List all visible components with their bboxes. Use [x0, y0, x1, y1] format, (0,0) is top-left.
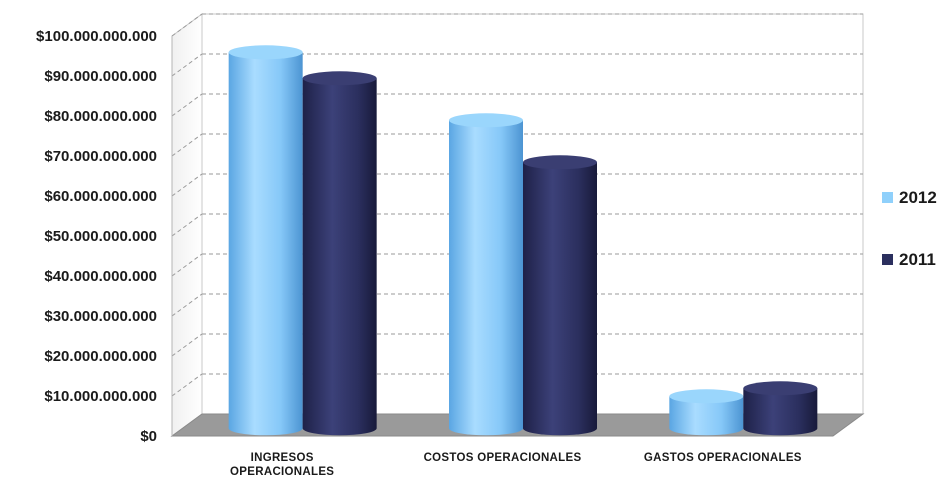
gridline-side	[171, 253, 203, 277]
x-category-label: INGRESOS	[251, 452, 314, 464]
bar-top	[228, 45, 303, 60]
y-tick-label: $80.000.000.000	[44, 108, 157, 125]
x-category-label: COSTOS OPERACIONALES	[424, 452, 582, 464]
gridline-side	[171, 213, 203, 237]
bar-top	[669, 389, 744, 404]
y-tick-label: $50.000.000.000	[44, 228, 157, 245]
gridline-side	[171, 373, 203, 397]
gridline-side	[171, 93, 203, 117]
y-tick-label: $100.000.000.000	[36, 28, 157, 45]
legend-label-2011: 2011	[899, 250, 936, 269]
legend-swatch-2012	[882, 192, 893, 203]
bar-body	[523, 162, 597, 436]
bar-2012	[669, 389, 744, 436]
legend-swatch-2011	[882, 254, 893, 265]
bar-2012	[228, 45, 303, 436]
bar-body	[743, 388, 818, 436]
y-tick-label: $30.000.000.000	[44, 308, 157, 325]
gridline-side	[171, 53, 203, 77]
bar-top	[743, 381, 818, 396]
y-tick-label: $20.000.000.000	[44, 348, 157, 365]
x-axis-labels: INGRESOS OPERACIONALES COSTOS OPERACIONALE…	[230, 452, 802, 478]
gridline-side	[171, 293, 203, 317]
legend-label-2012: 2012	[899, 188, 937, 207]
gridline-side	[171, 133, 203, 157]
gridline-side	[171, 13, 203, 37]
bar-top	[523, 155, 597, 170]
x-category-label: OPERACIONALES	[230, 466, 334, 478]
bar-2011	[743, 381, 818, 436]
bar-body	[228, 52, 303, 436]
side-wall	[171, 13, 203, 437]
bar-body	[302, 78, 377, 436]
bar-body	[669, 396, 744, 436]
bar-top	[449, 113, 523, 128]
y-tick-label: $60.000.000.000	[44, 188, 157, 205]
y-tick-label: $40.000.000.000	[44, 268, 157, 285]
gridline-side	[171, 333, 203, 357]
x-category-label: GASTOS OPERACIONALES	[644, 452, 802, 464]
bar-top	[302, 71, 377, 86]
bars	[228, 45, 818, 436]
bar-body	[449, 120, 523, 436]
gridline-side	[171, 173, 203, 197]
bar-2012	[449, 113, 523, 436]
bar-2011	[523, 155, 597, 436]
y-tick-label: $0	[140, 428, 157, 445]
y-tick-label: $90.000.000.000	[44, 68, 157, 85]
bar-2011	[302, 71, 377, 436]
y-tick-label: $10.000.000.000	[44, 388, 157, 405]
y-tick-label: $70.000.000.000	[44, 148, 157, 165]
y-axis-ticks: $0 $10.000.000.000 $20.000.000.000 $30.000.…	[36, 28, 173, 445]
legend: 2012 2011	[882, 188, 937, 269]
